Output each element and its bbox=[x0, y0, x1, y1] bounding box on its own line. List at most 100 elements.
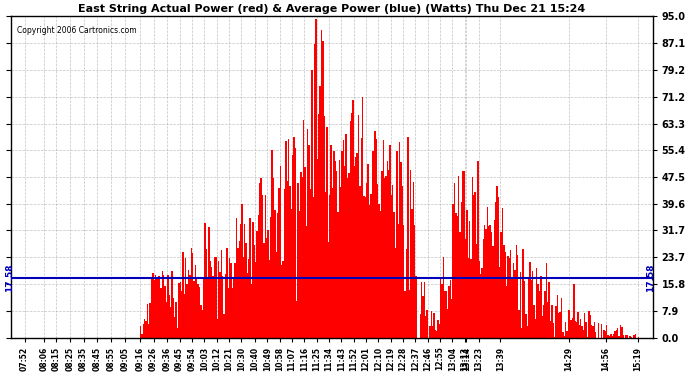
Bar bbox=[509, 258, 510, 338]
Bar bbox=[175, 303, 177, 338]
Bar bbox=[259, 183, 260, 338]
Text: 17.58: 17.58 bbox=[5, 264, 14, 292]
Bar bbox=[580, 320, 582, 338]
Bar bbox=[213, 276, 214, 338]
Bar bbox=[469, 221, 471, 338]
Bar bbox=[458, 176, 460, 338]
Bar bbox=[506, 286, 507, 338]
Bar bbox=[562, 332, 564, 338]
Bar bbox=[572, 318, 573, 338]
Bar bbox=[496, 186, 497, 338]
Bar bbox=[620, 325, 621, 338]
Bar bbox=[598, 323, 599, 338]
Bar bbox=[421, 282, 422, 338]
Bar bbox=[432, 326, 433, 338]
Bar bbox=[274, 210, 275, 338]
Bar bbox=[254, 245, 255, 338]
Bar bbox=[635, 334, 636, 338]
Bar bbox=[307, 129, 308, 338]
Bar bbox=[222, 276, 224, 338]
Bar bbox=[442, 284, 443, 338]
Bar bbox=[522, 249, 524, 338]
Bar bbox=[533, 305, 535, 338]
Bar bbox=[179, 282, 181, 338]
Bar bbox=[235, 263, 236, 338]
Bar bbox=[510, 250, 511, 338]
Bar bbox=[403, 225, 404, 338]
Bar bbox=[499, 267, 500, 338]
Bar bbox=[476, 244, 477, 338]
Bar bbox=[454, 183, 455, 338]
Bar bbox=[582, 327, 583, 338]
Bar bbox=[531, 280, 532, 338]
Bar bbox=[302, 177, 303, 338]
Bar bbox=[266, 238, 267, 338]
Bar bbox=[241, 204, 243, 338]
Bar bbox=[392, 185, 393, 338]
Bar bbox=[362, 97, 364, 338]
Bar bbox=[475, 192, 476, 338]
Bar bbox=[613, 334, 614, 338]
Bar bbox=[439, 324, 440, 338]
Bar bbox=[211, 267, 213, 338]
Bar bbox=[550, 321, 551, 338]
Bar bbox=[479, 261, 480, 338]
Bar bbox=[295, 148, 296, 338]
Bar bbox=[606, 325, 607, 338]
Bar bbox=[393, 212, 395, 338]
Bar bbox=[313, 197, 314, 338]
Bar bbox=[627, 335, 628, 338]
Bar bbox=[368, 164, 369, 338]
Bar bbox=[504, 252, 506, 338]
Bar bbox=[337, 212, 339, 338]
Bar bbox=[375, 140, 377, 338]
Bar bbox=[239, 241, 240, 338]
Bar bbox=[195, 266, 196, 338]
Bar bbox=[314, 44, 315, 338]
Bar bbox=[203, 278, 204, 338]
Bar bbox=[196, 279, 197, 338]
Bar bbox=[190, 248, 192, 338]
Bar bbox=[255, 261, 257, 338]
Bar bbox=[535, 319, 536, 338]
Bar bbox=[160, 288, 161, 338]
Bar bbox=[399, 141, 400, 338]
Bar bbox=[579, 325, 580, 338]
Bar bbox=[225, 273, 226, 338]
Bar bbox=[325, 192, 326, 338]
Bar bbox=[462, 171, 464, 338]
Bar bbox=[285, 141, 286, 338]
Bar bbox=[465, 239, 466, 338]
Bar bbox=[290, 209, 292, 338]
Bar bbox=[270, 217, 271, 338]
Bar bbox=[481, 268, 482, 338]
Bar bbox=[415, 276, 417, 338]
Bar bbox=[440, 277, 442, 338]
Bar bbox=[260, 178, 262, 338]
Bar bbox=[524, 281, 525, 338]
Bar bbox=[342, 152, 343, 338]
Bar bbox=[546, 262, 547, 338]
Bar bbox=[406, 249, 407, 338]
Bar bbox=[244, 224, 246, 338]
Bar bbox=[384, 178, 385, 338]
Bar bbox=[437, 320, 439, 338]
Bar bbox=[610, 334, 611, 338]
Bar bbox=[186, 284, 188, 338]
Bar bbox=[329, 195, 331, 338]
Bar bbox=[448, 286, 450, 338]
Bar bbox=[532, 271, 533, 338]
Bar bbox=[286, 180, 288, 338]
Bar bbox=[410, 170, 411, 338]
Bar bbox=[152, 273, 153, 338]
Bar bbox=[348, 172, 350, 338]
Bar bbox=[539, 291, 540, 338]
Bar bbox=[335, 160, 336, 338]
Bar bbox=[263, 243, 264, 338]
Bar bbox=[382, 140, 384, 338]
Bar bbox=[318, 114, 319, 338]
Bar bbox=[324, 116, 325, 338]
Bar bbox=[201, 310, 203, 338]
Bar bbox=[557, 295, 558, 338]
Bar bbox=[150, 277, 152, 338]
